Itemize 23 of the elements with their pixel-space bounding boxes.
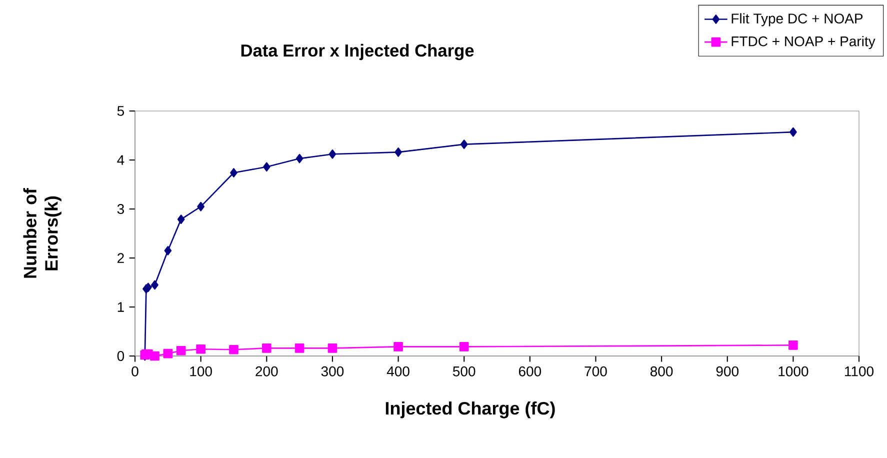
y-tick-label: 2	[118, 253, 124, 263]
y-tick-label: 0	[117, 351, 124, 361]
x-tick-label: 1100	[845, 366, 874, 376]
y-tick-label: 3	[117, 204, 124, 214]
x-tick-label: 600	[518, 366, 542, 376]
legend-label: Flit Type DC + NOAP	[732, 13, 863, 26]
legend-label: FTDC + NOAP + Parity	[732, 36, 876, 50]
x-tick-label: 100	[190, 366, 212, 376]
x-tick-label: 500	[452, 366, 476, 376]
y-tick-label: 4	[117, 155, 124, 165]
x-tick-label: 1000	[778, 366, 808, 376]
y-axis-title: Number of Errors(k)	[23, 188, 62, 278]
x-tick-label: 800	[650, 366, 673, 376]
x-tick-label: 400	[386, 366, 410, 376]
x-tick-label: 0	[132, 366, 138, 376]
x-tick-label: 200	[256, 366, 278, 376]
x-tick-label: 900	[716, 366, 738, 376]
chart-title: Data Error x Injected Charge	[241, 44, 474, 60]
y-tick-label: 5	[117, 106, 124, 116]
y-tick-label: 1	[118, 302, 124, 312]
x-axis-title: Injected Charge (fC)	[386, 401, 555, 418]
x-tick-label: 700	[584, 366, 607, 376]
x-tick-label: 300	[321, 366, 344, 376]
